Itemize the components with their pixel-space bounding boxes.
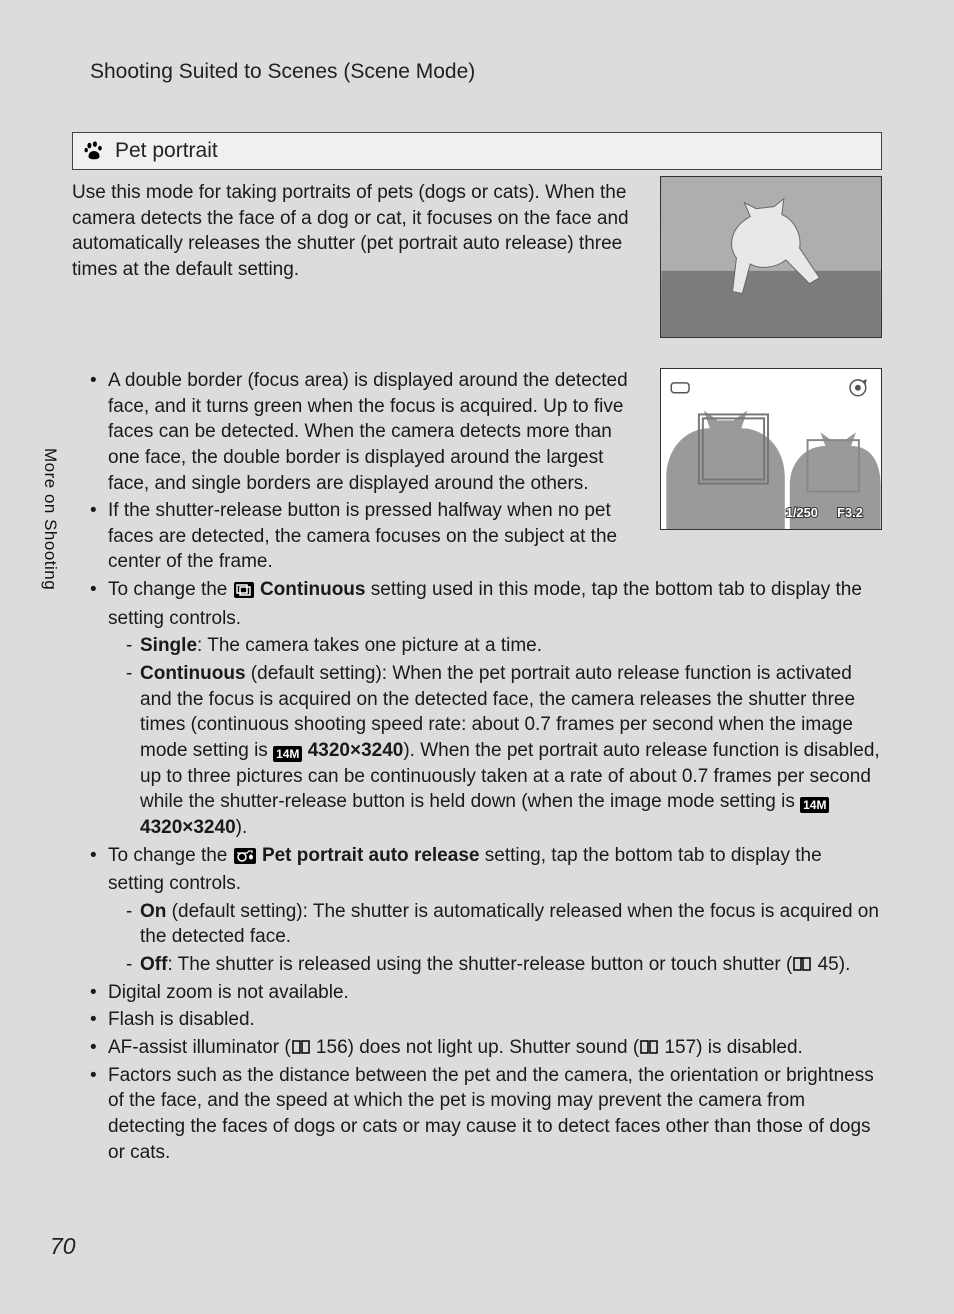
intro-row: Use this mode for taking portraits of pe… bbox=[72, 176, 882, 338]
bullet-text: If the shutter-release button is pressed… bbox=[108, 500, 617, 572]
manual-page: More on Shooting Shooting Suited to Scen… bbox=[0, 0, 954, 1314]
bullet-item: To change the Pet portrait auto release … bbox=[90, 843, 882, 978]
size-badge-icon: 14M bbox=[273, 746, 302, 762]
bullet-list-continued: To change the Continuous setting used in… bbox=[72, 577, 882, 1165]
continuous-icon bbox=[234, 580, 254, 606]
bullet-item: AF-assist illuminator ( 156) does not li… bbox=[90, 1035, 882, 1061]
content-area: Shooting Suited to Scenes (Scene Mode) P… bbox=[72, 0, 882, 1165]
bullet-item: If the shutter-release button is pressed… bbox=[90, 498, 642, 575]
intro-text: Use this mode for taking portraits of pe… bbox=[72, 176, 642, 283]
bullet-item: Flash is disabled. bbox=[90, 1007, 882, 1033]
svg-text:1/250: 1/250 bbox=[786, 505, 818, 520]
sub-bullet: Single: The camera takes one picture at … bbox=[126, 633, 882, 659]
auto-release-icon bbox=[234, 846, 256, 872]
sub-bullet: Off: The shutter is released using the s… bbox=[126, 952, 882, 978]
bold-text: Continuous bbox=[260, 579, 366, 600]
side-tab-label: More on Shooting bbox=[40, 448, 60, 590]
svg-text:F3.2: F3.2 bbox=[837, 505, 863, 520]
bullet-item: Digital zoom is not available. bbox=[90, 980, 882, 1006]
detail-row: A double border (focus area) is displaye… bbox=[72, 368, 882, 577]
pet-icon bbox=[83, 140, 105, 162]
sample-photo bbox=[660, 176, 882, 338]
page-ref-icon bbox=[291, 1037, 311, 1053]
sub-bullet: Continuous (default setting): When the p… bbox=[126, 661, 882, 840]
topic-title: Pet portrait bbox=[115, 139, 218, 163]
bold-text: Pet portrait auto release bbox=[262, 845, 480, 866]
bullet-text: A double border (focus area) is displaye… bbox=[108, 370, 628, 494]
size-badge-icon: 14M bbox=[800, 797, 829, 813]
topic-header-box: Pet portrait bbox=[72, 132, 882, 170]
page-ref-icon bbox=[792, 954, 812, 970]
bullet-item: To change the Continuous setting used in… bbox=[90, 577, 882, 840]
page-ref-icon bbox=[639, 1037, 659, 1053]
lcd-illustration: 1/250 F3.2 bbox=[660, 368, 882, 530]
sub-bullet: On (default setting): The shutter is aut… bbox=[126, 899, 882, 950]
bullet-item: Factors such as the distance between the… bbox=[90, 1063, 882, 1166]
bullet-list: A double border (focus area) is displaye… bbox=[72, 368, 642, 577]
page-number: 70 bbox=[50, 1233, 76, 1260]
section-heading: Shooting Suited to Scenes (Scene Mode) bbox=[90, 60, 882, 84]
bullet-item: A double border (focus area) is displaye… bbox=[90, 368, 642, 496]
